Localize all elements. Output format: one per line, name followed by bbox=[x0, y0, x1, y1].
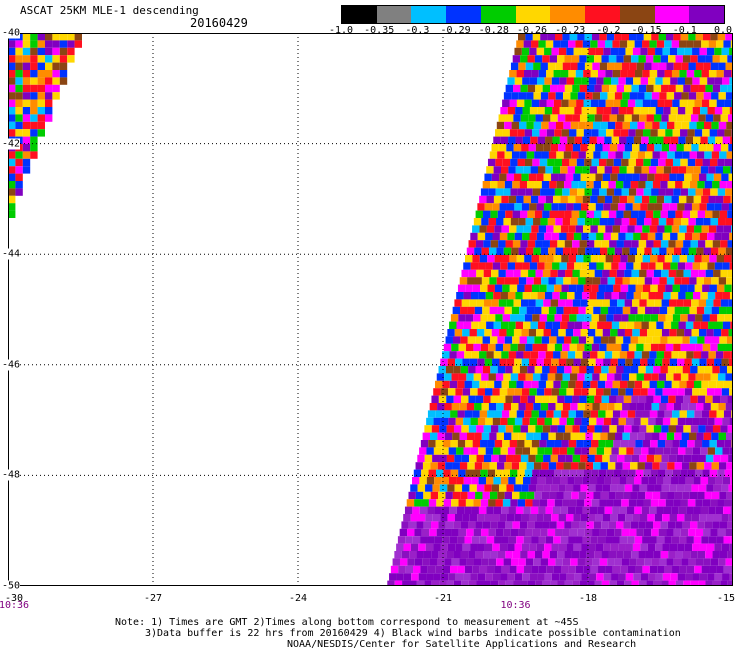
map-svg bbox=[8, 33, 733, 586]
lat-tick-label: -46 bbox=[2, 359, 21, 371]
color-swatch-2 bbox=[411, 6, 447, 23]
west-swath bbox=[8, 33, 82, 218]
color-scale-label: -0.23 bbox=[555, 25, 586, 36]
color-swatch-0 bbox=[342, 6, 377, 23]
color-scale-label: -0.35 bbox=[364, 25, 395, 36]
color-scale-bar bbox=[341, 5, 725, 24]
color-swatch-8 bbox=[619, 6, 655, 23]
color-scale-label: 0.0 bbox=[713, 25, 733, 36]
color-scale-label: -0.3 bbox=[405, 25, 430, 36]
color-swatch-6 bbox=[550, 6, 586, 23]
footer-notes: Note: 1) Times are GMT 2)Times along bot… bbox=[115, 617, 681, 650]
map-date: 20160429 bbox=[190, 16, 248, 30]
lat-tick-label: -50 bbox=[2, 580, 21, 592]
note-line-2: 3)Data buffer is 22 hrs from 20160429 4)… bbox=[145, 628, 681, 639]
lon-tick-label: -30 bbox=[4, 593, 24, 604]
color-swatch-4 bbox=[480, 6, 516, 23]
grid-lines bbox=[8, 33, 733, 586]
lon-tick-label: -24 bbox=[288, 593, 308, 604]
map-frame bbox=[8, 33, 733, 586]
lat-tick-label: -44 bbox=[2, 248, 21, 260]
lat-tick-label: -48 bbox=[2, 469, 21, 481]
time-label: 10:36 bbox=[0, 600, 30, 611]
color-scale-label: -0.2 bbox=[596, 25, 621, 36]
lat-tick-label: -40 bbox=[2, 27, 21, 39]
color-scale-label: -0.28 bbox=[478, 25, 509, 36]
east-swath bbox=[387, 33, 733, 586]
lat-tick-label: -42 bbox=[2, 138, 21, 150]
color-scale-label: -1.0 bbox=[328, 25, 354, 36]
color-scale-label: -0.15 bbox=[631, 25, 662, 36]
note-line-1: Note: 1) Times are GMT 2)Times along bot… bbox=[115, 617, 579, 628]
color-scale-label: -0.29 bbox=[440, 25, 471, 36]
lon-tick-label: -27 bbox=[143, 593, 163, 604]
color-scale-label: -0.26 bbox=[516, 25, 548, 36]
color-swatch-10 bbox=[689, 6, 725, 23]
note-line-3: NOAA/NESDIS/Center for Satellite Applica… bbox=[287, 639, 637, 650]
color-swatch-9 bbox=[654, 6, 690, 23]
color-swatch-5 bbox=[515, 6, 551, 23]
lon-tick-label: -18 bbox=[578, 593, 598, 604]
color-swatch-1 bbox=[376, 6, 412, 23]
lon-tick-label: -15 bbox=[716, 593, 736, 604]
color-scale-labels: -1.0 -0.35 -0.3 -0.29 -0.28 -0.26 -0.23 -0.2 -0.… bbox=[328, 25, 735, 37]
lon-tick-label: -21 bbox=[433, 593, 453, 604]
map-title: ASCAT 25KM MLE-1 descending bbox=[20, 4, 199, 17]
time-label: 10:36 bbox=[500, 600, 531, 611]
color-scale-label: -0.1 bbox=[672, 25, 697, 36]
color-swatch-3 bbox=[446, 6, 481, 23]
color-swatch-7 bbox=[585, 6, 620, 23]
map-plot-area bbox=[8, 33, 733, 586]
